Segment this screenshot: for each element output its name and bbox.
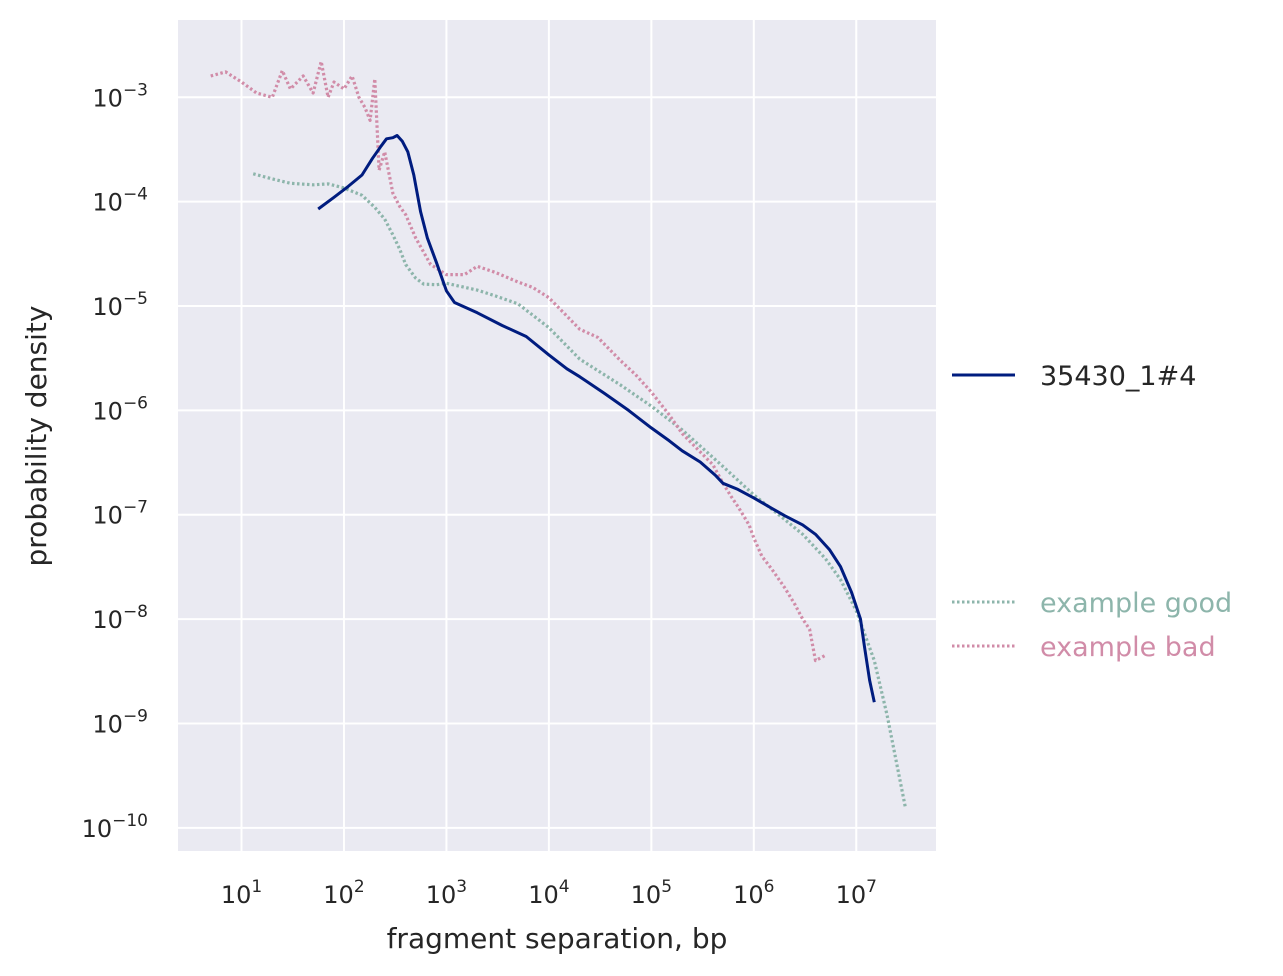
x-axis-ticks: 101 102 103 104 105 106 107 bbox=[221, 877, 877, 909]
x-tick-label: 102 bbox=[323, 877, 364, 909]
x-axis-title: fragment separation, bp bbox=[387, 922, 728, 955]
x-tick-label: 107 bbox=[836, 877, 877, 909]
x-tick-label: 106 bbox=[733, 877, 774, 909]
y-tick-label: 10−3 bbox=[92, 80, 148, 112]
y-tick-label: 10−7 bbox=[92, 498, 148, 530]
y-axis-ticks: 10−3 10−4 10−5 10−6 10−7 10−8 10−9 10−10 bbox=[82, 80, 148, 843]
y-tick-label: 10−4 bbox=[92, 185, 148, 217]
y-tick-label: 10−10 bbox=[82, 811, 148, 843]
plot-area bbox=[178, 20, 936, 851]
y-axis-title: probability density bbox=[20, 306, 53, 567]
x-tick-label: 101 bbox=[221, 877, 262, 909]
grid bbox=[178, 20, 936, 851]
y-tick-label: 10−8 bbox=[92, 602, 148, 634]
legend-label: example good bbox=[1040, 588, 1232, 619]
x-tick-label: 104 bbox=[528, 877, 569, 909]
x-tick-label: 103 bbox=[426, 877, 467, 909]
series-line-35430-1-4 bbox=[317, 134, 876, 703]
legend-label: example bad bbox=[1040, 632, 1216, 663]
legend-label: 35430_1#4 bbox=[1040, 361, 1196, 392]
y-tick-label: 10−9 bbox=[92, 706, 148, 738]
series-layer bbox=[210, 59, 907, 807]
series-line-example-good bbox=[252, 172, 907, 807]
x-tick-label: 105 bbox=[631, 877, 672, 909]
y-tick-label: 10−6 bbox=[92, 393, 148, 425]
y-tick-label: 10−5 bbox=[92, 289, 148, 321]
